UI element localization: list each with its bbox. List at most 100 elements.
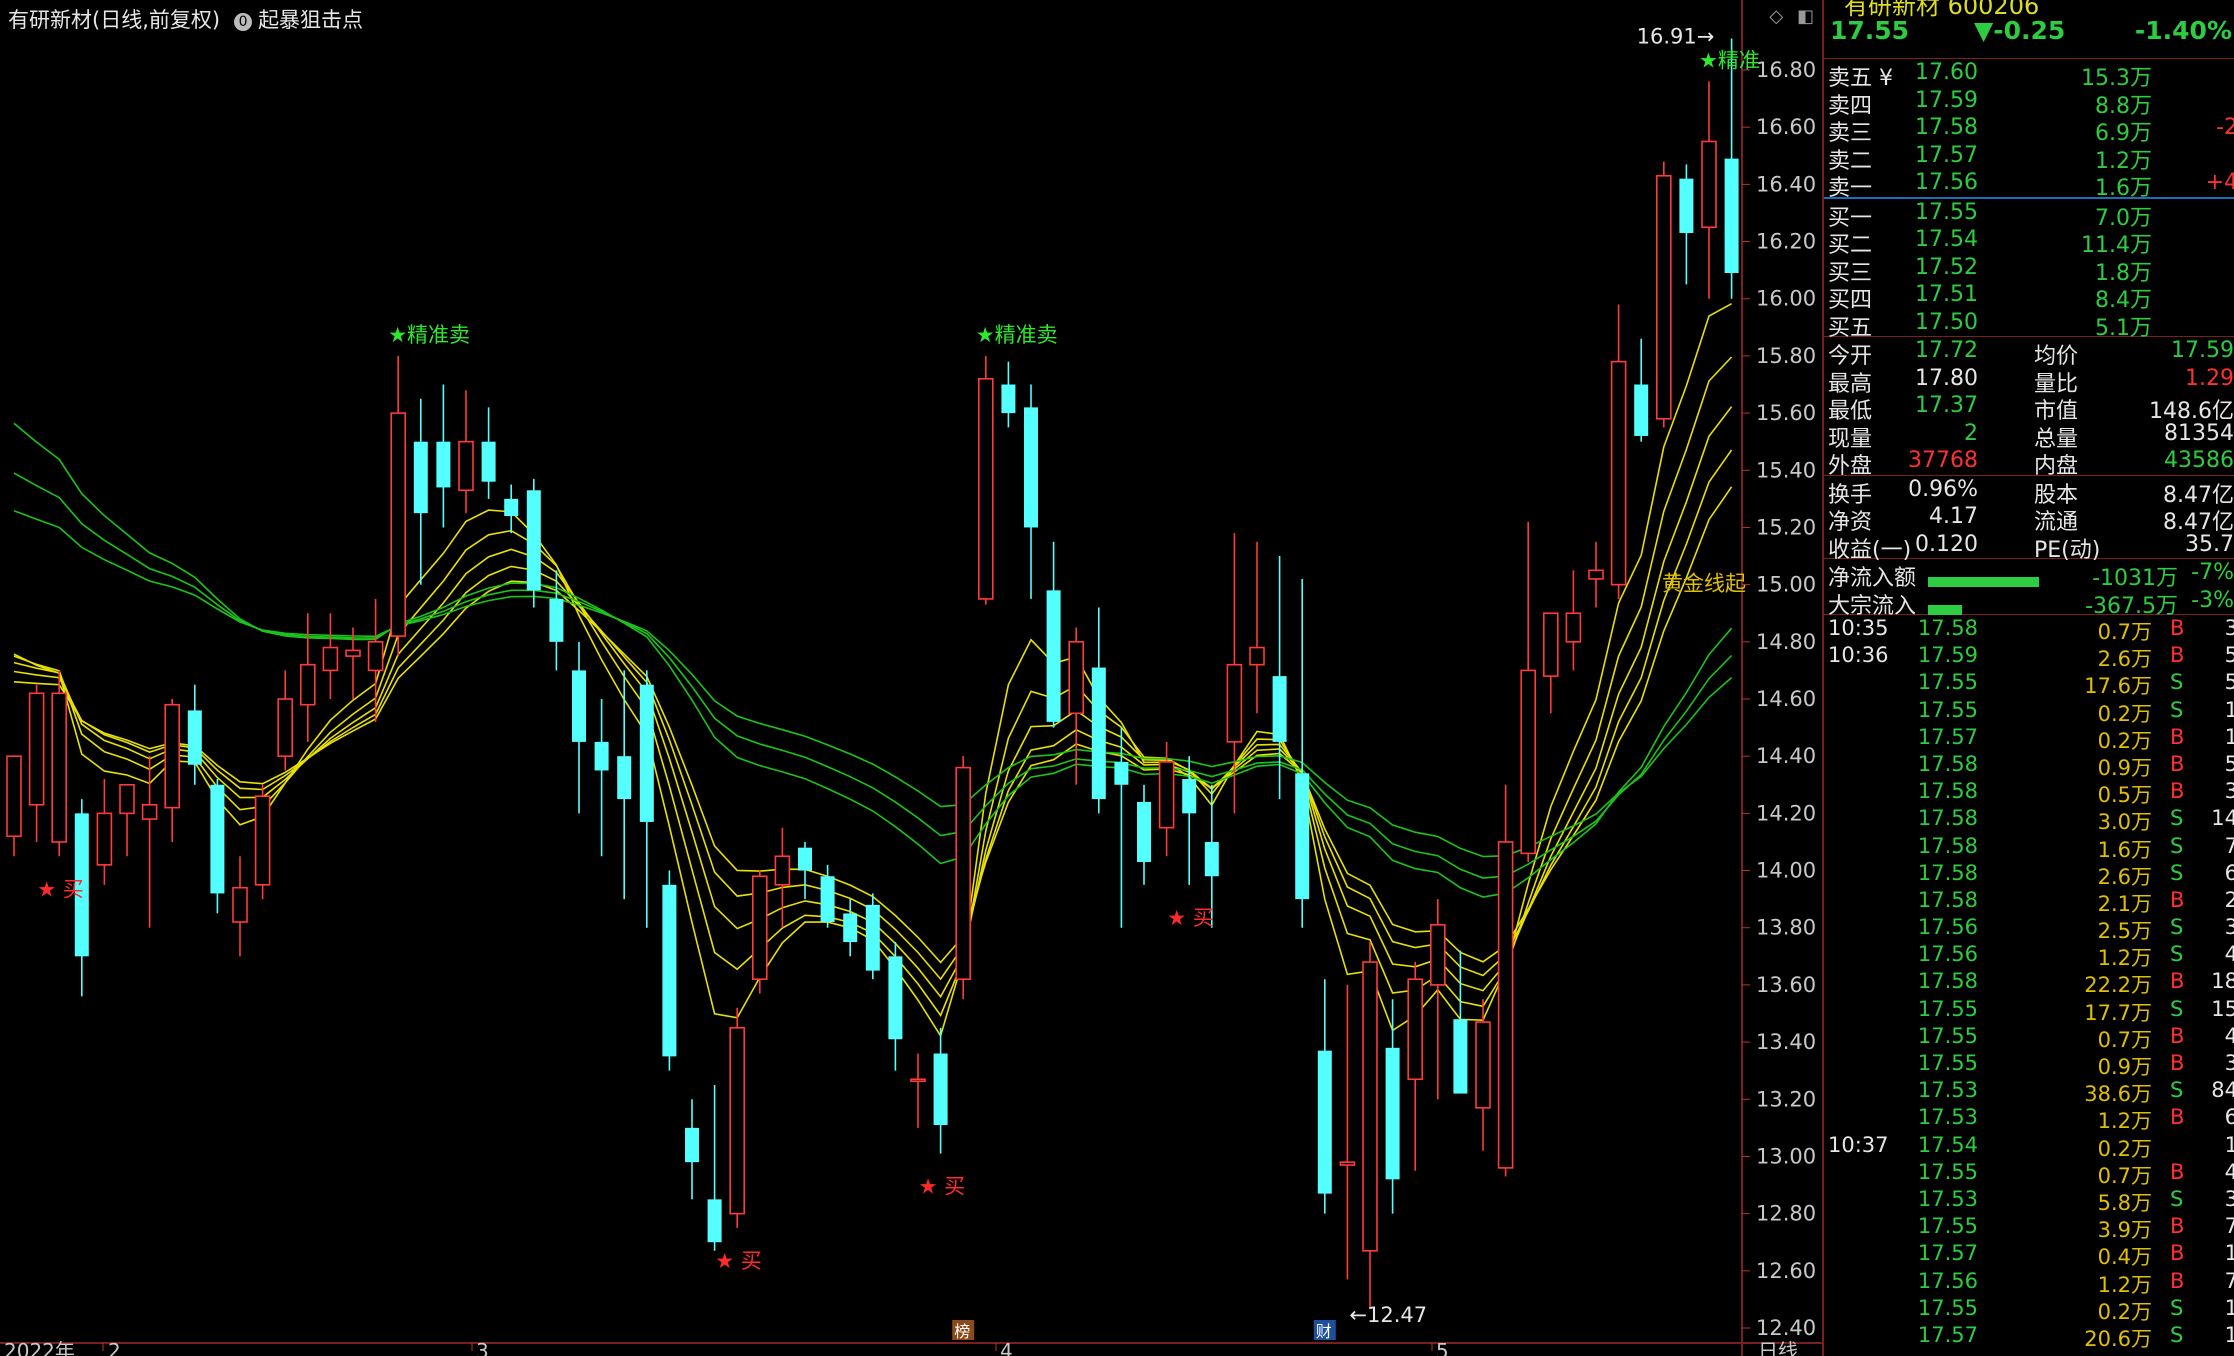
tick-row[interactable]: 17.57 0.2万 B 1 — [1824, 724, 2234, 753]
tick-list[interactable]: 10:3517.580.7万B310:3617.592.6万B517.5517.… — [1824, 615, 2234, 1351]
ob-label: 卖四 — [1828, 93, 1873, 119]
stat-row[interactable]: 净资 4.17 流通 8.47亿 — [1824, 503, 2234, 535]
tick-row[interactable]: 17.55 17.7万 S 15 — [1824, 996, 2234, 1025]
stat-row[interactable]: 现量 2 总量 81354 — [1824, 420, 2234, 452]
stat-row[interactable]: 最低 17.37 市值 148.6亿 — [1824, 392, 2234, 424]
stat-label: 均价 — [2034, 344, 2079, 369]
tick-side: B — [2170, 724, 2185, 749]
tick-price: 17.53 — [1917, 1186, 1978, 1211]
tick-price: 17.58 — [1917, 969, 1978, 994]
order-book-row[interactable]: 卖三 17.58 6.9万 -2 — [1824, 114, 2234, 146]
tick-count: 15 — [2211, 996, 2234, 1021]
stat-value: 17.37 — [1915, 393, 1978, 418]
order-book-row[interactable]: 买五 17.50 5.1万 — [1824, 309, 2234, 341]
candle-body-up — [119, 783, 135, 815]
candle-body-down — [526, 490, 541, 591]
tick-volume: 0.9万 — [2097, 1055, 2152, 1079]
kline-chart[interactable]: 16.80 16.60 16.40 16.20 16.00 15.80 15.60 15.40… — [0, 0, 1822, 1356]
stats-block-2: 换手 0.96% 股本 8.47亿 净资 4.17 流通 8.47亿 收益(一) 0.120 PE(… — [1824, 476, 2234, 563]
candle-body-down — [436, 441, 451, 488]
tick-row[interactable]: 17.55 17.6万 S 5 — [1824, 669, 2234, 698]
tick-row[interactable]: 17.55 0.7万 B 4 — [1824, 1023, 2234, 1052]
tick-row[interactable]: 17.56 1.2万 B 7 — [1824, 1268, 2234, 1297]
stat-row[interactable]: 最高 17.80 量比 1.29 — [1824, 365, 2234, 397]
tick-count: 7 — [2225, 1269, 2234, 1293]
order-book-row[interactable]: 卖二 17.57 1.2万 — [1824, 142, 2234, 174]
tick-row[interactable]: 10:35 17.58 0.7万 B 3 — [1824, 615, 2234, 644]
stat-row[interactable]: 外盘 37768 内盘 43586 — [1824, 447, 2234, 479]
tick-volume: 1.2万 — [2097, 1109, 2152, 1134]
indicator-index-badge[interactable]: 0 — [234, 13, 253, 31]
event-marker-label: 财 — [1316, 1322, 1332, 1341]
y-tick-label: 16.40 — [1756, 172, 1816, 196]
tick-row[interactable]: 17.55 0.2万 S 1 — [1824, 697, 2234, 726]
flow-row[interactable]: 大宗流入 -367.5万 -3% — [1824, 587, 2234, 619]
tick-row[interactable]: 17.58 0.9万 B 5 — [1824, 751, 2234, 780]
tick-side: S — [2170, 1295, 2184, 1320]
candle-body-up — [322, 646, 339, 672]
ob-volume: 1.2万 — [2095, 148, 2152, 174]
stat-row[interactable]: 今开 17.72 均价 17.59 — [1824, 337, 2234, 369]
diamond-icon[interactable]: ◇ — [1769, 6, 1784, 27]
tick-volume: 17.6万 — [2084, 674, 2152, 699]
tick-row[interactable]: 17.56 2.5万 S 3 — [1824, 914, 2234, 943]
candle-body-down — [933, 1053, 948, 1126]
tick-row[interactable]: 17.55 0.9万 B 3 — [1824, 1050, 2234, 1079]
tick-row[interactable]: 17.57 20.6万 S 1 — [1824, 1322, 2234, 1351]
stat-row[interactable]: 换手 0.96% 股本 8.47亿 — [1824, 476, 2234, 508]
event-marker-label: 榜 — [954, 1322, 970, 1341]
ob-volume: 8.4万 — [2095, 288, 2152, 313]
tick-row[interactable]: 17.55 0.7万 B 4 — [1824, 1159, 2234, 1188]
tick-row[interactable]: 17.58 2.6万 S 6 — [1824, 860, 2234, 889]
tick-row[interactable]: 17.53 1.2万 B 6 — [1824, 1104, 2234, 1133]
candle-body-up — [1362, 961, 1378, 1252]
stat-label: 流通 — [2034, 510, 2079, 535]
order-book-row[interactable]: 卖一 17.56 1.6万 +4 — [1824, 169, 2234, 201]
tick-count: 18 — [2211, 969, 2234, 994]
tick-row[interactable]: 17.55 3.9万 B 7 — [1824, 1213, 2234, 1242]
y-tick-label: 12.80 — [1756, 1202, 1816, 1226]
stat-label: 市值 — [2034, 399, 2079, 424]
tick-row[interactable]: 17.58 3.0万 S 14 — [1824, 805, 2234, 834]
tick-side: S — [2170, 1078, 2184, 1103]
stat-row[interactable]: 收益(一) 0.120 PE(动) 35.7 — [1824, 531, 2234, 563]
candle-body-down — [187, 710, 202, 765]
candle-body-down — [74, 813, 89, 957]
tick-count: 1 — [2225, 1241, 2234, 1265]
tick-row[interactable]: 17.57 0.4万 B 1 — [1824, 1240, 2234, 1269]
tick-volume: 5.8万 — [2097, 1190, 2152, 1215]
candle-body-down — [685, 1127, 699, 1163]
indicator-name[interactable]: 起暴狙击点 — [258, 8, 364, 32]
tick-row[interactable]: 17.58 1.6万 S 7 — [1824, 833, 2234, 862]
tick-price: 17.55 — [1917, 996, 1978, 1021]
tick-count: 3 — [2225, 1051, 2234, 1075]
flow-row[interactable]: 净流入额 -1031万 -7% — [1824, 559, 2234, 591]
candle-body-up — [1068, 641, 1084, 715]
tick-count: 3 — [2225, 1187, 2234, 1211]
tick-row[interactable]: 10:36 17.59 2.6万 B 5 — [1824, 642, 2234, 671]
tick-row[interactable]: 17.53 5.8万 S 3 — [1824, 1186, 2234, 1215]
order-book-row[interactable]: 买一 17.55 7.0万 — [1824, 199, 2234, 231]
candle-body-up — [977, 377, 994, 600]
tick-row[interactable]: 17.55 0.2万 S 1 — [1824, 1295, 2234, 1324]
stat-value: 0.96% — [1908, 476, 1978, 502]
tick-row[interactable]: 17.58 0.5万 B 3 — [1824, 778, 2234, 807]
candle-body-up — [254, 795, 271, 886]
ob-volume: 11.4万 — [2081, 233, 2152, 258]
order-book-row[interactable]: 卖五 ¥ 17.60 15.3万 — [1824, 59, 2234, 91]
tick-row[interactable]: 17.58 2.1万 B 2 — [1824, 887, 2234, 916]
x-axis-label: 3 — [476, 1339, 489, 1356]
stat-value: 4.17 — [1929, 504, 1978, 529]
order-book-row[interactable]: 买三 17.52 1.8万 — [1824, 254, 2234, 286]
tick-row[interactable]: 17.58 22.2万 B 18 — [1824, 968, 2234, 997]
tick-row[interactable]: 17.53 38.6万 S 84 — [1824, 1077, 2234, 1106]
order-book-row[interactable]: 买二 17.54 11.4万 — [1824, 226, 2234, 258]
kline-canvas[interactable]: 16.80 16.60 16.40 16.20 16.00 15.80 15.60 15.40… — [0, 0, 1822, 1356]
window-icon[interactable]: ◧ — [1796, 6, 1814, 27]
order-book-row[interactable]: 卖四 17.59 8.8万 — [1824, 87, 2234, 119]
signal-buy: ★ 买 — [919, 1175, 966, 1199]
tick-row[interactable]: 17.56 1.2万 S 4 — [1824, 941, 2234, 970]
ob-price: 17.56 — [1915, 170, 1978, 195]
tick-row[interactable]: 10:37 17.54 0.2万 1 — [1824, 1132, 2234, 1161]
order-book-row[interactable]: 买四 17.51 8.4万 — [1824, 281, 2234, 313]
